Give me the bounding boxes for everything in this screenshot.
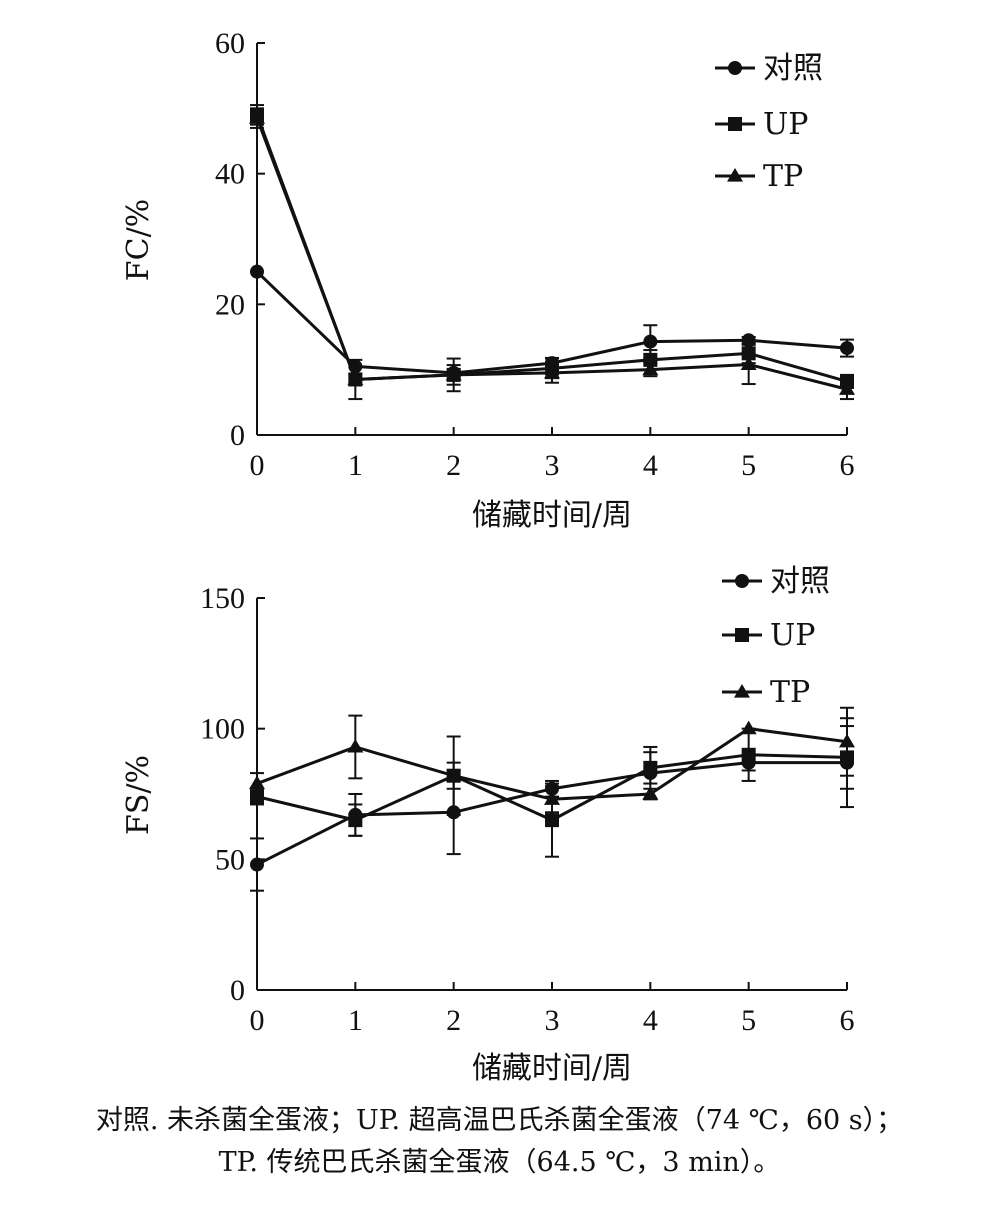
chart-1-series-3-legend-label: TP: [763, 159, 803, 194]
chart-2-series-3-point: [249, 775, 265, 790]
chart-1-series-3-point: [642, 361, 659, 376]
chart-2-series-2-legend-label: UP: [770, 618, 815, 653]
chart-1-series-1-legend-marker: [728, 61, 742, 75]
chart-2-series-2-legend-marker: [735, 628, 749, 642]
chart-2-series-3-point: [740, 720, 757, 735]
chart-2-x-tick-label: 5: [741, 1004, 756, 1037]
chart-2-x-tick-label: 2: [446, 1004, 461, 1037]
chart-2-series-2-point: [545, 813, 559, 828]
chart-2-series-3-point: [445, 767, 462, 782]
chart-1-series-3-point: [740, 356, 757, 371]
caption-line-1: 对照. 未杀菌全蛋液；UP. 超高温巴氏杀菌全蛋液（74 ℃，60 s）；: [95, 1105, 904, 1136]
chart-1-x-axis-label: 储藏时间/周: [472, 498, 632, 533]
chart-2-series-2-point: [741, 747, 756, 762]
chart-1-x-tick-label: 6: [840, 449, 855, 482]
chart-2-y-tick-label: 0: [230, 974, 245, 1007]
chart-2-x-tick-label: 1: [348, 1004, 363, 1037]
chart-2-y-tick-label: 150: [200, 582, 245, 615]
chart-2-y-tick-label: 100: [200, 713, 245, 746]
chart-1-y-tick-label: 40: [215, 158, 245, 191]
chart-2-series-2-point: [348, 813, 363, 828]
chart-1-series-1-point: [643, 334, 658, 349]
chart-1-x-tick-label: 1: [348, 449, 363, 482]
chart-1-x-tick-label: 4: [643, 449, 658, 482]
chart-1-series-1-point: [840, 341, 854, 356]
chart-2-y-axis-label: FS/%: [121, 755, 156, 835]
chart-1-y-tick-label: 0: [230, 419, 245, 452]
chart-2-series-3-legend-marker: [734, 684, 750, 698]
chart-1-series-3-point: [249, 110, 265, 124]
chart-1-x-tick-label: 2: [446, 449, 461, 482]
chart-2-x-tick-label: 0: [250, 1004, 265, 1037]
chart-2-series-1-point: [250, 857, 264, 872]
chart-1-series-3-point: [544, 364, 560, 379]
caption-line-2: TP. 传统巴氏杀菌全蛋液（64.5 ℃，3 min）。: [218, 1147, 781, 1178]
chart-2-x-tick-label: 4: [643, 1004, 658, 1037]
chart-1-series-3-line: [255, 117, 848, 391]
chart-2-series-3-point: [544, 791, 560, 805]
chart-2-series-3-point: [347, 738, 364, 753]
chart-1-series-3-point: [839, 381, 855, 395]
chart-1-series-3-legend-marker: [727, 168, 743, 182]
chart-2-x-axis-label: 储藏时间/周: [472, 1051, 632, 1086]
chart-2-x-tick-label: 3: [545, 1004, 560, 1037]
chart-1-series-1-point: [250, 264, 264, 279]
chart-2-series-3-legend-label: TP: [770, 675, 810, 710]
chart-1-series-3-point: [445, 366, 462, 381]
chart-2-series-1-legend-marker: [735, 574, 749, 588]
chart-1-x-tick-label: 0: [250, 449, 265, 482]
chart-2-y-tick-label: 50: [215, 843, 245, 876]
chart-1-series-2-legend-marker: [728, 117, 742, 131]
chart-1-series-3-point: [347, 371, 364, 386]
chart-1-x-tick-label: 3: [545, 449, 560, 482]
chart-1-series-1-legend-label: 对照: [763, 51, 823, 86]
chart-1-y-axis-label: FC/%: [121, 199, 156, 281]
chart-1-y-tick-label: 60: [215, 27, 245, 60]
chart-2-series-2-point: [643, 760, 658, 775]
chart-1-y-tick-label: 20: [215, 288, 245, 321]
chart-2-x-tick-label: 6: [840, 1004, 855, 1037]
chart-2-series-1-legend-label: 对照: [770, 564, 830, 599]
chart-2-series-3-point: [839, 733, 855, 748]
chart-1-x-tick-label: 5: [741, 449, 756, 482]
chart-1-series-2-legend-label: UP: [763, 107, 808, 142]
chart-2-series-3-point: [642, 786, 659, 800]
